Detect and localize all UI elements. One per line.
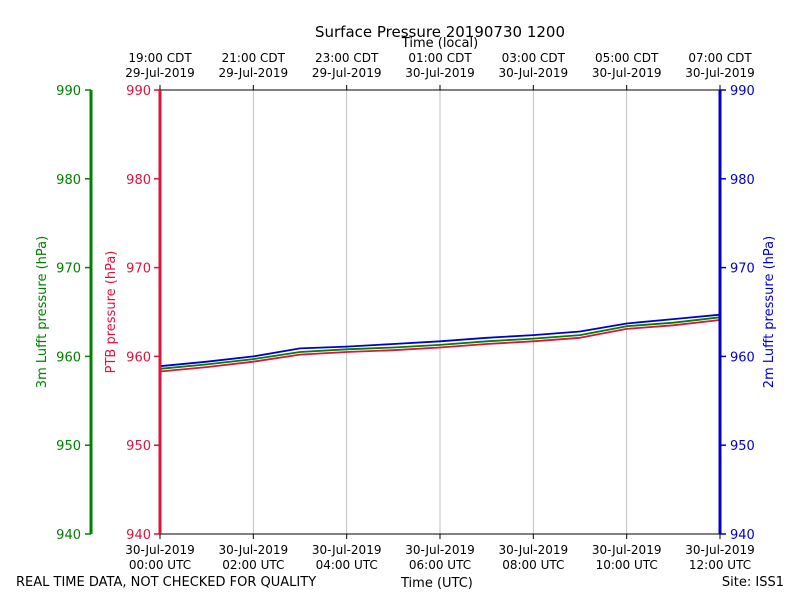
left-outer-tick-label: 960 [56, 350, 81, 365]
right-tick-label: 990 [730, 84, 755, 99]
top-x-tick-time: 07:00 CDT [688, 51, 752, 65]
top-x-tick-time: 01:00 CDT [408, 51, 472, 65]
bottom-x-tick-time: 12:00 UTC [689, 558, 751, 572]
left-outer-tick-label: 940 [56, 528, 81, 543]
top-x-tick-time: 05:00 CDT [595, 51, 659, 65]
left-inner-tick-label: 940 [126, 528, 151, 543]
top-x-tick-time: 21:00 CDT [222, 51, 286, 65]
quality-disclaimer: REAL TIME DATA, NOT CHECKED FOR QUALITY [16, 575, 317, 590]
bottom-x-tick-time: 04:00 UTC [316, 558, 378, 572]
bottom-x-tick-date: 30-Jul-2019 [592, 543, 662, 557]
left-outer-tick-label: 990 [56, 84, 81, 99]
top-x-tick-date: 30-Jul-2019 [592, 66, 662, 80]
bottom-x-tick-date: 30-Jul-2019 [685, 543, 755, 557]
right-tick-label: 960 [730, 350, 755, 365]
left-outer-tick-label: 950 [56, 439, 81, 454]
series-line-1 [159, 319, 721, 373]
axes: 940 940 940 950 950 950 960 960 960 970 970 970 980 9… [56, 51, 755, 572]
bottom-x-tick-time: 06:00 UTC [409, 558, 471, 572]
series-line-3 [159, 313, 721, 368]
bottom-x-tick-time: 08:00 UTC [502, 558, 564, 572]
bottom-x-tick-time: 02:00 UTC [222, 558, 284, 572]
chart-title: Surface Pressure 20190730 1200 [315, 23, 565, 41]
site-label: Site: ISS1 [721, 575, 784, 590]
right-tick-label: 940 [730, 528, 755, 543]
top-x-tick-date: 30-Jul-2019 [499, 66, 569, 80]
left-inner-tick-label: 950 [126, 439, 151, 454]
bottom-x-tick-time: 00:00 UTC [129, 558, 191, 572]
bottom-x-tick-date: 30-Jul-2019 [125, 543, 195, 557]
top-x-tick-date: 29-Jul-2019 [125, 66, 195, 80]
series-layer [159, 313, 721, 373]
left-inner-tick-label: 980 [126, 173, 151, 188]
left-inner-tick-label: 960 [126, 350, 151, 365]
left-inner-tick-label: 970 [126, 262, 151, 277]
top-x-tick-date: 30-Jul-2019 [405, 66, 475, 80]
right-tick-label: 970 [730, 262, 755, 277]
top-x-tick-date: 30-Jul-2019 [685, 66, 755, 80]
top-x-tick-time: 19:00 CDT [128, 51, 192, 65]
right-tick-label: 950 [730, 439, 755, 454]
top-x-tick-date: 29-Jul-2019 [312, 66, 382, 80]
bottom-x-tick-date: 30-Jul-2019 [405, 543, 475, 557]
bottom-x-tick-time: 10:00 UTC [596, 558, 658, 572]
right-tick-label: 980 [730, 173, 755, 188]
left-outer-tick-label: 970 [56, 262, 81, 277]
bottom-x-tick-date: 30-Jul-2019 [312, 543, 382, 557]
top-x-tick-time: 03:00 CDT [502, 51, 566, 65]
top-axis-label: Time (local) [401, 36, 478, 51]
bottom-x-tick-date: 30-Jul-2019 [219, 543, 289, 557]
grid-lines [252, 90, 628, 534]
right-axis-label: 2m Lufft pressure (hPa) [762, 236, 777, 388]
top-x-tick-date: 29-Jul-2019 [219, 66, 289, 80]
left-outer-tick-label: 980 [56, 173, 81, 188]
top-x-tick-time: 23:00 CDT [315, 51, 379, 65]
bottom-x-tick-date: 30-Jul-2019 [499, 543, 569, 557]
series-line-2 [159, 316, 721, 370]
left-outer-axis-label: 3m Lufft pressure (hPa) [35, 236, 50, 388]
left-inner-axis-label: PTB pressure (hPa) [104, 251, 119, 374]
x-axis-label: Time (UTC) [401, 576, 473, 591]
left-inner-tick-label: 990 [126, 84, 151, 99]
